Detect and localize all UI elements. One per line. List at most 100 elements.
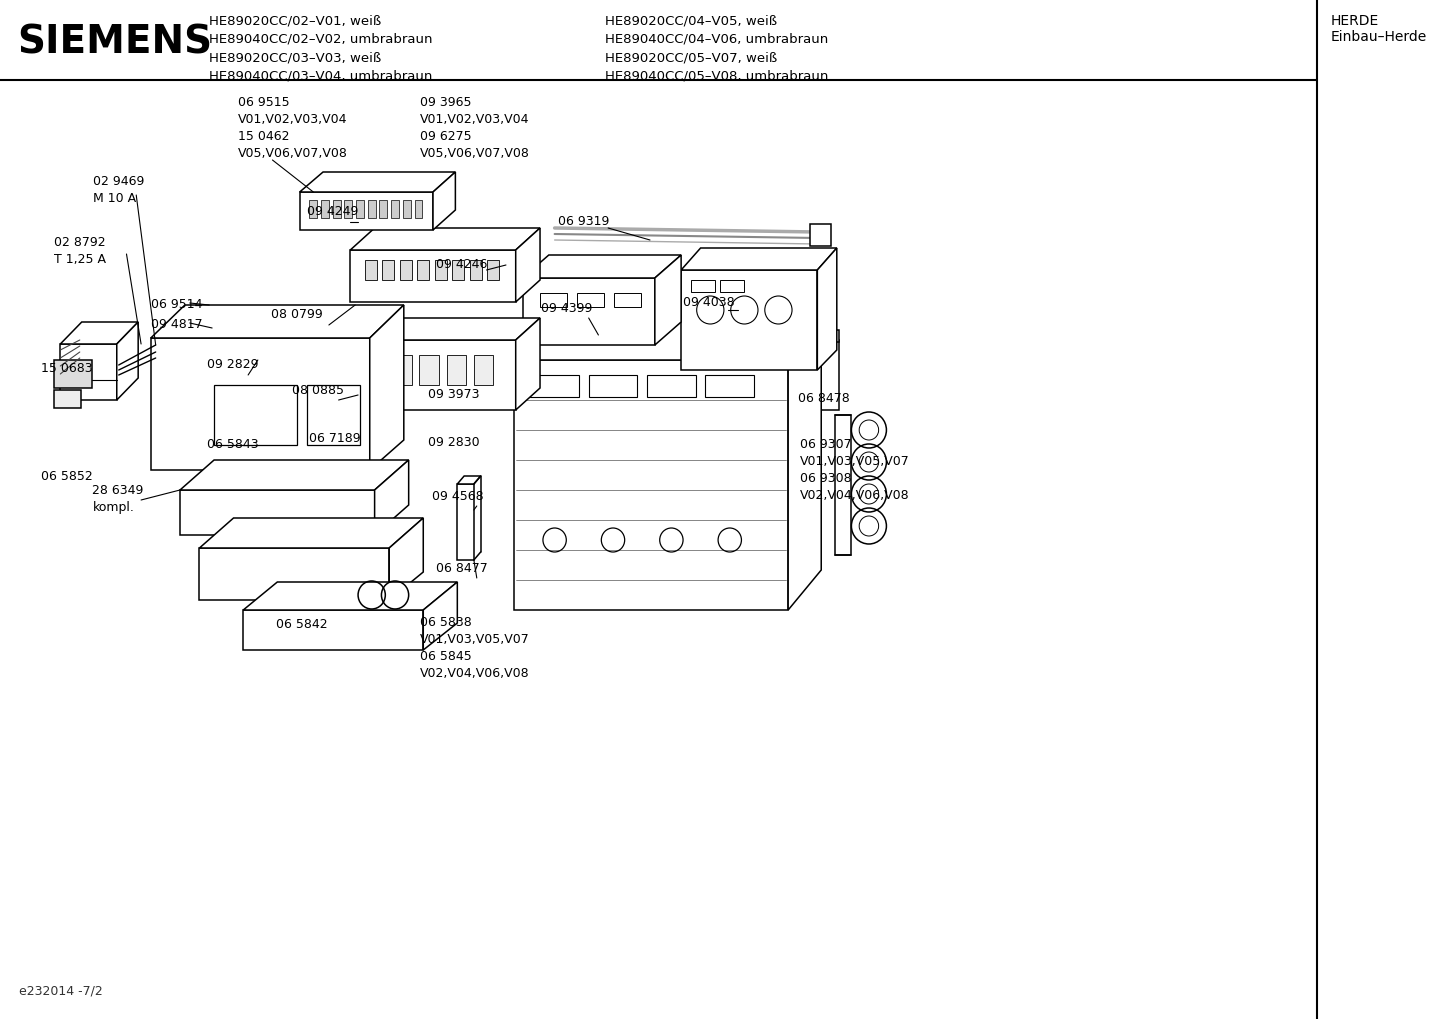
- Polygon shape: [681, 248, 836, 270]
- Polygon shape: [61, 322, 138, 344]
- Bar: [368, 200, 375, 218]
- Text: 09 4038: 09 4038: [684, 296, 734, 309]
- Polygon shape: [350, 228, 539, 250]
- Polygon shape: [199, 548, 389, 600]
- Text: 15 0683: 15 0683: [40, 362, 92, 375]
- Polygon shape: [681, 270, 818, 370]
- Bar: [333, 200, 340, 218]
- Polygon shape: [457, 476, 480, 484]
- Polygon shape: [789, 320, 822, 610]
- Bar: [417, 260, 430, 280]
- Bar: [691, 280, 715, 292]
- Text: 06 8477: 06 8477: [435, 562, 487, 575]
- Text: 08 0799: 08 0799: [271, 308, 322, 321]
- Text: 06 9307
V01,V03,V05,V07
06 9308
V02,V04,V06,V08: 06 9307 V01,V03,V05,V07 06 9308 V02,V04,…: [800, 438, 910, 502]
- Text: e232014 -7/2: e232014 -7/2: [19, 985, 104, 998]
- Polygon shape: [818, 248, 836, 370]
- Polygon shape: [513, 360, 789, 610]
- Bar: [588, 375, 637, 397]
- Text: Einbau–Herde: Einbau–Herde: [1331, 30, 1428, 44]
- Bar: [809, 224, 831, 246]
- Polygon shape: [350, 340, 516, 410]
- Polygon shape: [424, 582, 457, 650]
- Text: 06 9319: 06 9319: [558, 215, 609, 228]
- Bar: [420, 355, 438, 385]
- Bar: [53, 360, 92, 388]
- Bar: [213, 385, 297, 445]
- Bar: [487, 260, 499, 280]
- Polygon shape: [300, 172, 456, 192]
- Bar: [379, 200, 388, 218]
- Text: 06 7189: 06 7189: [310, 432, 360, 445]
- Bar: [647, 375, 695, 397]
- Text: 09 4249: 09 4249: [307, 205, 358, 218]
- Bar: [322, 200, 329, 218]
- Polygon shape: [516, 318, 539, 410]
- Bar: [531, 375, 578, 397]
- Bar: [818, 330, 839, 342]
- Polygon shape: [655, 255, 681, 345]
- Bar: [720, 280, 744, 292]
- Polygon shape: [199, 518, 424, 548]
- Text: 09 4568: 09 4568: [433, 490, 483, 503]
- Polygon shape: [350, 318, 539, 340]
- Bar: [382, 260, 394, 280]
- Text: 06 5843: 06 5843: [208, 438, 260, 451]
- Text: 09 4246: 09 4246: [435, 258, 487, 271]
- Text: 08 0885: 08 0885: [291, 384, 343, 397]
- Text: 09 2830: 09 2830: [428, 436, 480, 449]
- Polygon shape: [180, 460, 408, 490]
- Text: 28 6349
kompl.: 28 6349 kompl.: [92, 484, 144, 514]
- Bar: [310, 200, 317, 218]
- Polygon shape: [513, 320, 822, 360]
- Polygon shape: [522, 278, 655, 345]
- Polygon shape: [180, 490, 375, 535]
- Text: 06 5842: 06 5842: [277, 618, 327, 631]
- Bar: [399, 260, 411, 280]
- Text: 06 9514: 06 9514: [151, 298, 202, 311]
- Text: HE89020CC/04–V05, weiß
HE89040CC/04–V06, umbrabraun
HE89020CC/05–V07, weiß
HE890: HE89020CC/04–V05, weiß HE89040CC/04–V06,…: [606, 14, 829, 83]
- Bar: [307, 385, 360, 445]
- Polygon shape: [389, 518, 424, 600]
- Bar: [470, 260, 482, 280]
- Text: 06 5838
V01,V03,V05,V07
06 5845
V02,V04,V06,V08: 06 5838 V01,V03,V05,V07 06 5845 V02,V04,…: [421, 616, 531, 680]
- Polygon shape: [516, 228, 539, 302]
- Bar: [577, 293, 604, 307]
- Polygon shape: [151, 338, 369, 470]
- Bar: [474, 355, 493, 385]
- Polygon shape: [350, 250, 516, 302]
- Text: 09 2829: 09 2829: [208, 358, 258, 371]
- Polygon shape: [375, 460, 408, 535]
- Bar: [356, 200, 363, 218]
- Text: 06 5852: 06 5852: [40, 470, 92, 483]
- Text: 06 9515
V01,V02,V03,V04
15 0462
V05,V06,V07,V08: 06 9515 V01,V02,V03,V04 15 0462 V05,V06,…: [238, 96, 349, 160]
- Text: 09 4817: 09 4817: [151, 318, 202, 331]
- Bar: [402, 200, 411, 218]
- Text: 02 9469
M 10 A: 02 9469 M 10 A: [94, 175, 144, 205]
- Bar: [345, 200, 352, 218]
- Text: 09 3965
V01,V02,V03,V04
09 6275
V05,V06,V07,V08: 09 3965 V01,V02,V03,V04 09 6275 V05,V06,…: [421, 96, 531, 160]
- Bar: [447, 355, 466, 385]
- Bar: [614, 293, 642, 307]
- Text: 06 8478: 06 8478: [797, 392, 849, 405]
- Text: HERDE: HERDE: [1331, 14, 1380, 28]
- Bar: [391, 200, 399, 218]
- Bar: [53, 390, 81, 408]
- Bar: [435, 260, 447, 280]
- Polygon shape: [61, 344, 117, 400]
- Text: 09 4399: 09 4399: [541, 302, 593, 315]
- Polygon shape: [117, 322, 138, 400]
- Bar: [365, 260, 376, 280]
- Bar: [365, 355, 385, 385]
- Bar: [818, 340, 839, 410]
- Text: 02 8792
T 1,25 A: 02 8792 T 1,25 A: [53, 236, 105, 266]
- Bar: [539, 293, 567, 307]
- Bar: [414, 200, 423, 218]
- Polygon shape: [151, 305, 404, 338]
- Bar: [453, 260, 464, 280]
- Polygon shape: [522, 255, 681, 278]
- Polygon shape: [369, 305, 404, 470]
- Text: 09 3973: 09 3973: [428, 388, 480, 401]
- Bar: [392, 355, 411, 385]
- Polygon shape: [244, 582, 457, 610]
